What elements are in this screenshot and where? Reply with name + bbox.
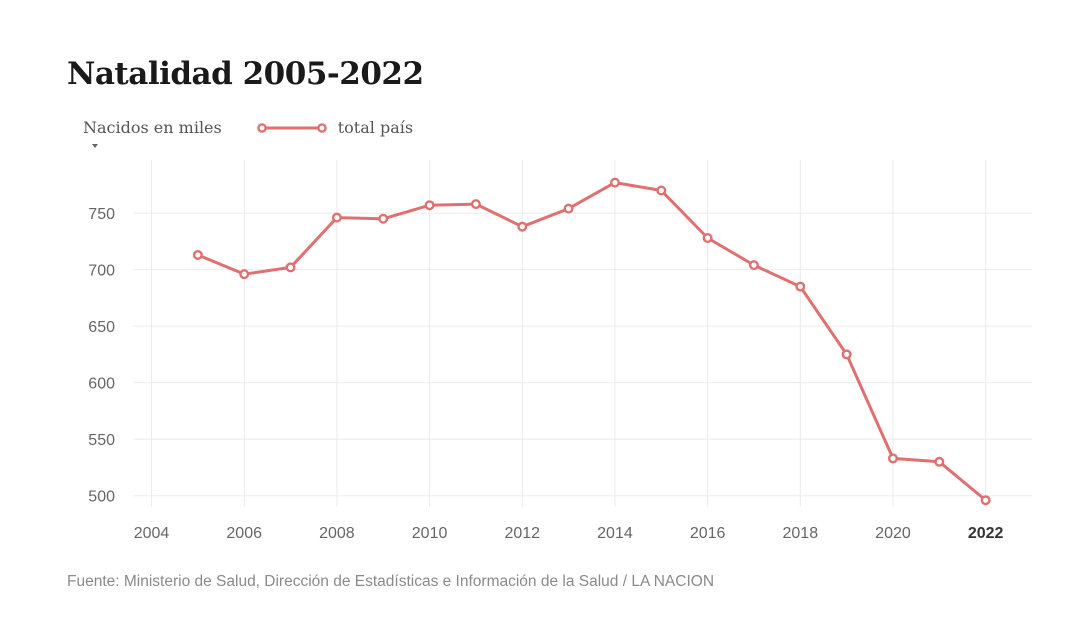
chart-title: Natalidad 2005-2022 (67, 56, 424, 92)
x-tick-label: 2010 (412, 525, 448, 542)
legend: Nacidos en miles total país (83, 118, 414, 148)
data-point (609, 177, 620, 188)
x-tick-label: 2016 (690, 525, 726, 542)
y-tick-label: 750 (88, 206, 115, 223)
data-point (470, 199, 481, 210)
data-point (980, 495, 991, 506)
data-point (795, 281, 806, 292)
x-tick-label: 2006 (226, 525, 262, 542)
x-tick-label: 2020 (875, 525, 911, 542)
data-point (239, 269, 250, 280)
data-point (424, 200, 435, 211)
y-tick-label: 550 (88, 432, 115, 449)
x-tick-label: 2008 (319, 525, 355, 542)
legend-line-swatch-icon (256, 122, 327, 133)
data-point (285, 262, 296, 273)
dropdown-caret-icon[interactable] (92, 144, 98, 148)
y-tick-label: 600 (88, 376, 115, 393)
source-note: Fuente: Ministerio de Salud, Dirección d… (67, 573, 715, 590)
data-point (887, 453, 898, 464)
legend-series-label: total país (337, 118, 414, 137)
y-tick-label: 700 (88, 263, 115, 280)
data-point (934, 456, 945, 467)
data-point (517, 221, 528, 232)
y-tick-label: 500 (88, 489, 115, 506)
data-point (656, 185, 667, 196)
data-point (192, 249, 203, 260)
x-tick-label: 2004 (134, 525, 170, 542)
data-point (702, 232, 713, 243)
y-tick-label: 650 (88, 319, 115, 336)
x-tick-label: 2012 (504, 525, 540, 542)
data-point (331, 212, 342, 223)
data-point (563, 203, 574, 214)
series-line (196, 181, 988, 502)
x-tick-label: 2018 (783, 525, 819, 542)
x-tick-label: 2014 (597, 525, 633, 542)
x-tick-label: 2022 (968, 525, 1004, 542)
data-point (748, 260, 759, 271)
data-point (378, 213, 389, 224)
data-point (841, 349, 852, 360)
y-axis-unit-label: Nacidos en miles (83, 118, 222, 137)
